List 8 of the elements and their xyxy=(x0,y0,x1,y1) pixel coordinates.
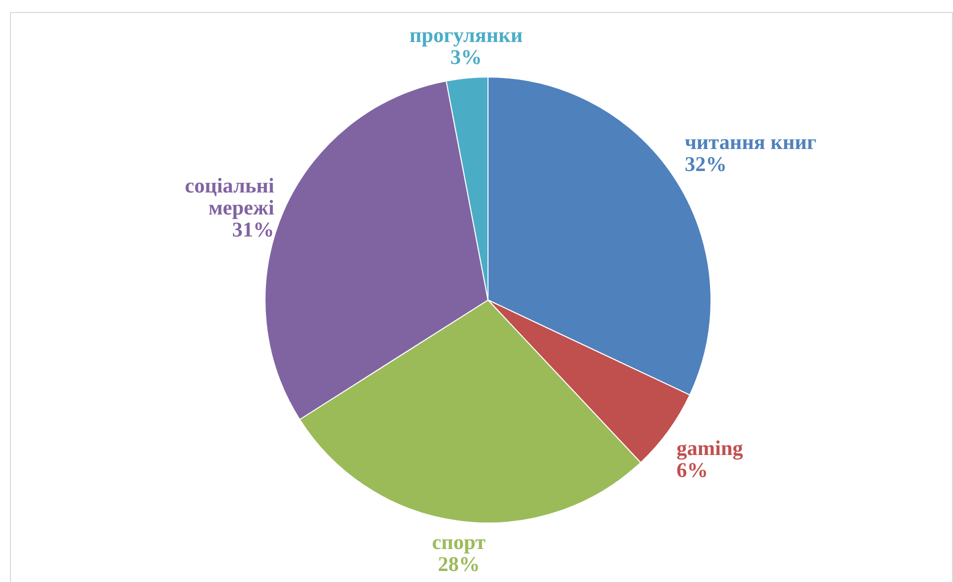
data-label: 3% xyxy=(450,45,482,70)
slice-label: спорт xyxy=(432,530,486,554)
slice-label: прогулянки xyxy=(409,23,523,48)
data-label: 28% xyxy=(438,552,480,576)
slice-label: читання книг xyxy=(684,130,816,154)
slice-label: gaming xyxy=(676,436,744,460)
data-label: 32% xyxy=(684,152,727,176)
slice-label: соціальні мережі xyxy=(184,173,274,220)
